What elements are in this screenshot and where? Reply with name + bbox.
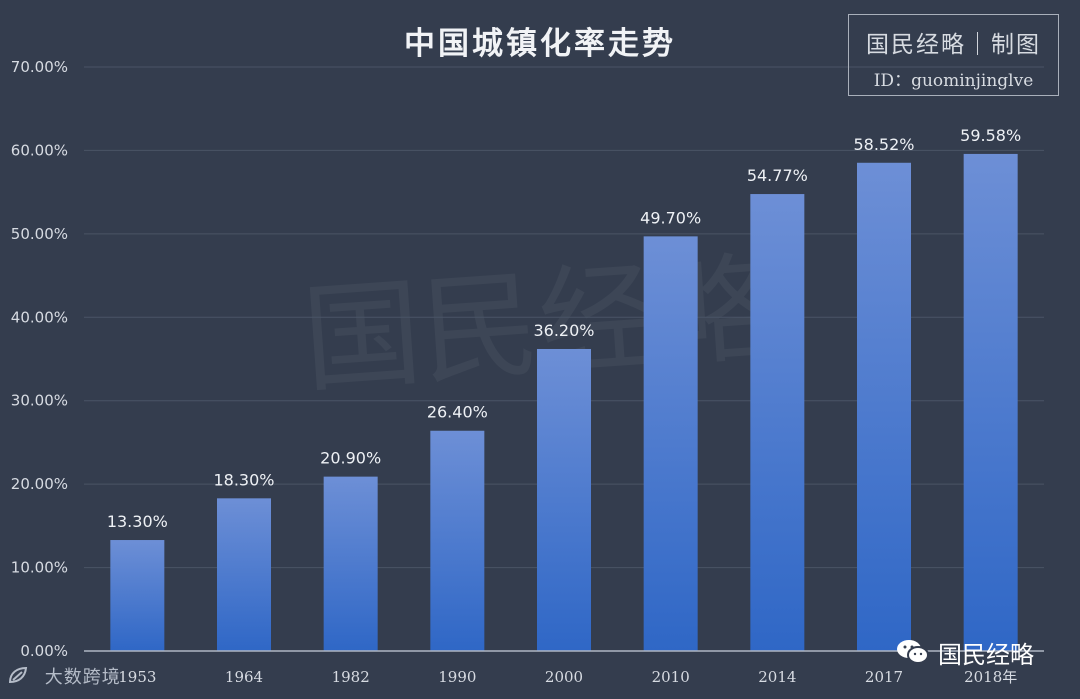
x-tick-label: 2010 [652,668,690,686]
y-tick-label: 10.00% [11,559,68,577]
data-label: 18.30% [213,470,274,489]
attribution-stamp-text: 国民经略｜制图 [866,32,1041,58]
y-tick-label: 50.00% [11,225,68,243]
bar [323,476,378,651]
bar [217,498,271,651]
bar [963,153,1018,652]
data-label: 49.70% [640,208,701,227]
bottom-left-brand: 大数跨境 [7,663,121,689]
y-tick-label: 0.00% [20,642,68,660]
bar [110,540,165,651]
bottom-left-brand-text: 大数跨境 [44,667,121,688]
data-label: 58.52% [853,135,914,154]
data-label: 26.40% [427,403,488,422]
leaf-logo-icon [8,666,28,684]
y-tick-label: 60.00% [11,141,68,159]
bar [537,348,591,651]
bar [643,236,698,652]
wechat-account: 国民经略 [896,634,1034,670]
x-tick-label: 1964 [225,668,263,686]
data-label: 20.90% [320,449,381,468]
y-tick-label: 20.00% [11,475,68,493]
y-tick-label: 30.00% [11,392,68,410]
data-label: 59.58% [960,126,1021,145]
attribution-stamp: 国民经略｜制图 ID：guominjinglve [848,14,1059,96]
bar [750,194,805,652]
wechat-icon [897,640,929,664]
attribution-id: ID：guominjinglve [873,71,1034,91]
y-tick-label: 40.00% [11,308,68,326]
wechat-account-name: 国民经略 [938,640,1034,669]
x-tick-label: 1982 [332,668,370,686]
x-tick-label: 2017 [865,668,903,686]
y-tick-label: 70.00% [11,58,68,76]
x-tick-label: 1953 [118,668,156,686]
chart-title: 中国城镇化率走势 [404,26,676,62]
data-label: 13.30% [107,512,168,531]
bar [430,430,485,651]
data-label: 54.77% [747,166,808,185]
data-label: 36.20% [533,321,594,340]
bar [857,162,911,651]
x-tick-label: 2014 [758,668,796,686]
x-tick-label: 2000 [545,668,583,686]
x-tick-label: 1990 [438,668,476,686]
x-tick-label: 2018年 [964,668,1017,686]
